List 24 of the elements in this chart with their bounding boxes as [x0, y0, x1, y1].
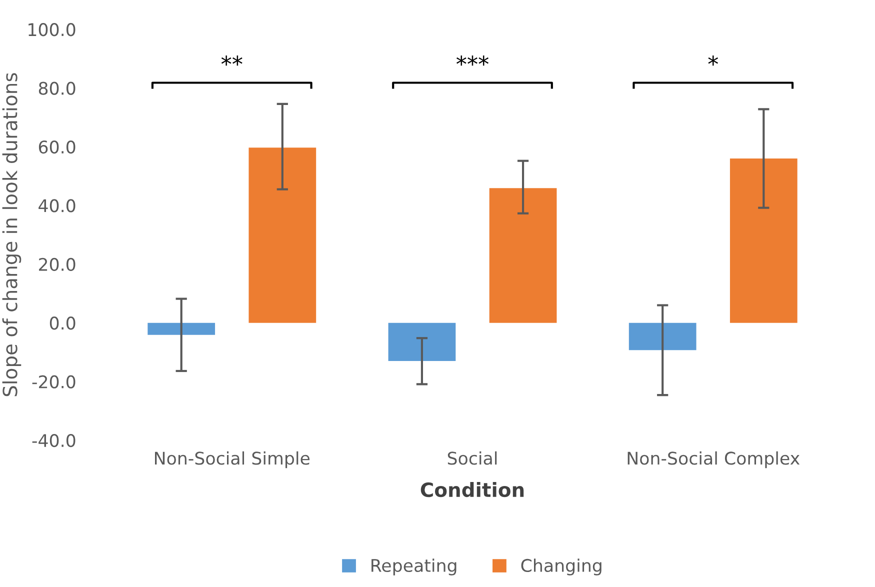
y-tick-label: 40.0	[38, 199, 76, 212]
y-tick-label: 80.0	[38, 82, 76, 95]
y-tick-label: -20.0	[32, 375, 76, 388]
y-tick-label: 0.0	[50, 316, 76, 330]
annotation: *	[708, 55, 718, 66]
bar	[148, 322, 216, 335]
y-tick-label: 60.0	[38, 140, 76, 154]
legend-label: Changing	[521, 558, 602, 576]
bar	[388, 322, 456, 362]
bar	[628, 322, 696, 350]
legend-label: Repeating	[372, 558, 456, 576]
x-tick-label: Social	[448, 451, 497, 465]
x-tick-label: Non-Social Simple	[155, 451, 310, 468]
annotation: **	[221, 55, 242, 66]
annotation: ***	[456, 55, 489, 66]
bar	[489, 188, 557, 323]
y-tick-label: 20.0	[39, 258, 76, 271]
x-axis-title: Condition	[420, 482, 524, 498]
x-tick-label: Non-Social Complex	[628, 451, 800, 468]
y-axis-title: Slope of change in look durations	[2, 73, 22, 396]
bar	[248, 148, 316, 323]
bar	[730, 158, 798, 323]
y-tick-label: 100.0	[28, 23, 76, 36]
y-tick-label: -40.0	[32, 434, 76, 448]
